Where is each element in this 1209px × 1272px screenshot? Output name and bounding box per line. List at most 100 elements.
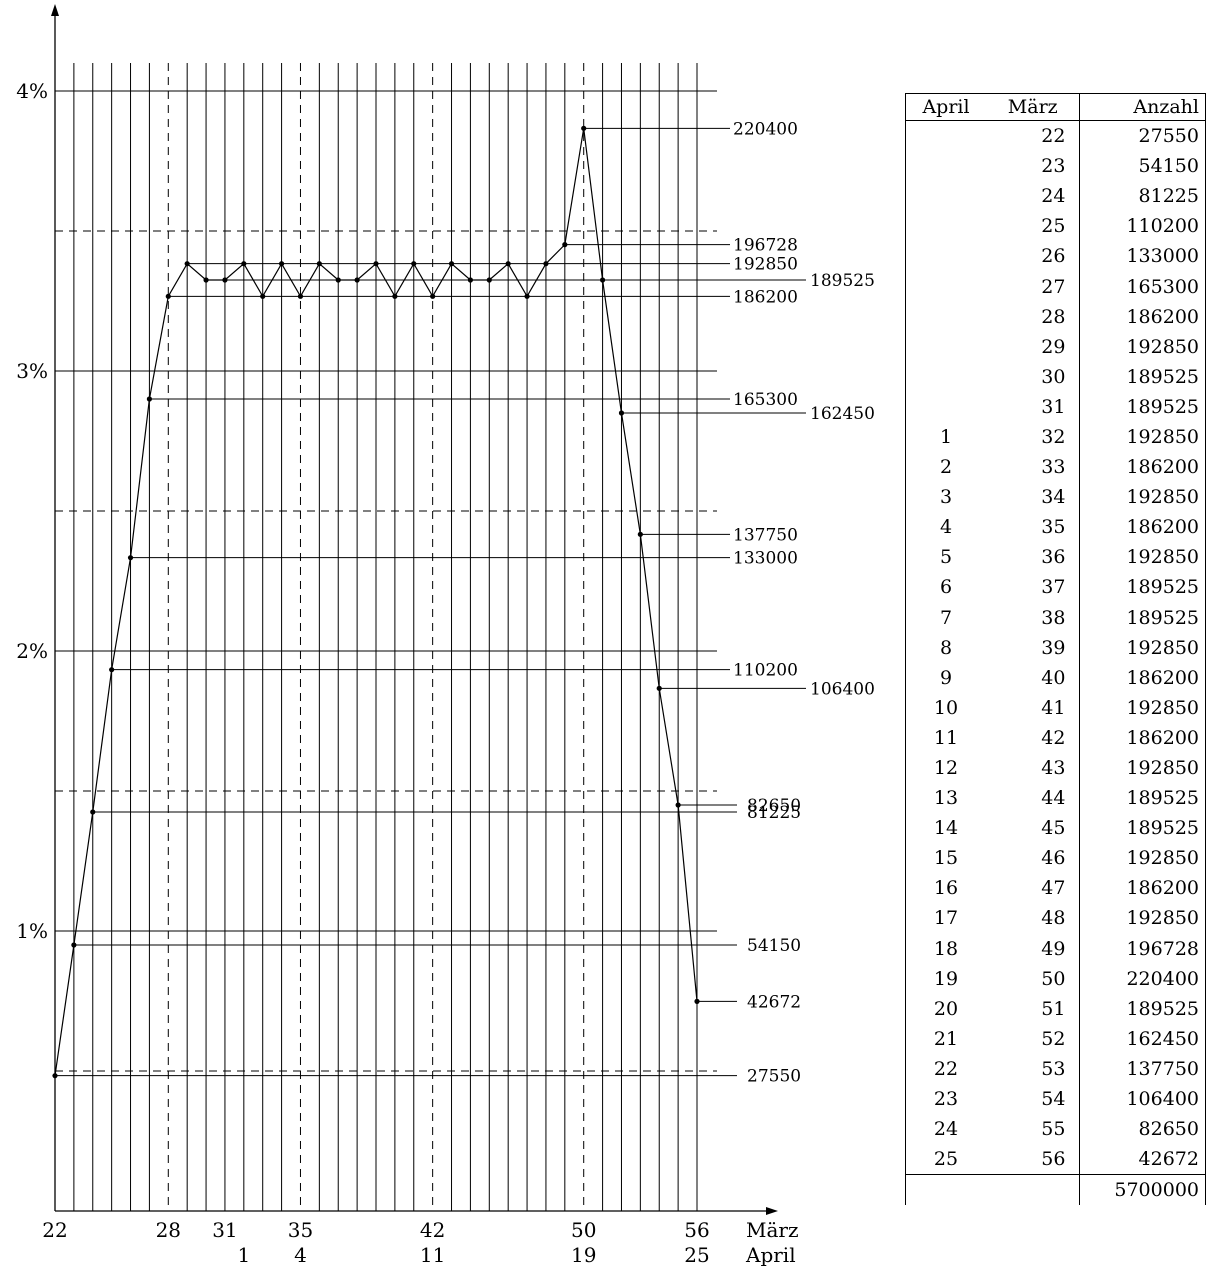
x-tick-label-maerz: 22: [42, 1218, 67, 1242]
table-row: 19 50 220400: [905, 963, 1206, 994]
cell-maerz: 54: [1041, 1088, 1066, 1111]
table-row: 23 54 106400: [905, 1084, 1206, 1115]
cell-maerz: 37: [1041, 576, 1066, 599]
data-point: [505, 261, 511, 267]
cell-april: [905, 151, 987, 182]
table-row: 30 189525: [905, 361, 1206, 392]
value-label: 165300: [733, 390, 798, 410]
data-point: [448, 261, 455, 267]
value-label: 186200: [733, 287, 798, 307]
cell-anzahl: 192850: [1079, 421, 1206, 453]
total-maerz-cell: [986, 1174, 1080, 1206]
cell-maerz: 51: [1041, 997, 1066, 1020]
data-point: [90, 809, 96, 815]
header-maerz: März: [986, 93, 1080, 121]
cell-anzahl: 82650: [1079, 1114, 1206, 1145]
cell-maerz: 33: [1041, 456, 1066, 479]
table-row: 25 110200: [905, 211, 1206, 242]
cell-maerz: 45: [1041, 817, 1066, 840]
table-row: 15 46 192850: [905, 843, 1206, 874]
data-point: [618, 410, 625, 416]
data-point: [71, 942, 77, 948]
data-point: [165, 293, 171, 299]
cell-april: 10: [905, 692, 987, 723]
cell-maerz: 30: [1041, 365, 1066, 388]
data-point: [599, 277, 606, 283]
x-tick-label-maerz: 50: [571, 1218, 596, 1242]
data-point: [354, 277, 360, 283]
cell-maerz: 42: [1041, 726, 1066, 749]
cell-anzahl: 192850: [1079, 331, 1206, 362]
value-label: 27550: [747, 1067, 801, 1087]
cell-anzahl: 162450: [1079, 1023, 1206, 1054]
table-row: 18 49 196728: [905, 933, 1206, 964]
data-point: [675, 802, 681, 808]
y-tick-label: 2%: [16, 639, 48, 663]
data-point: [543, 261, 549, 267]
table-row: 13 44 189525: [905, 783, 1206, 814]
value-label: 162450: [810, 404, 875, 424]
cell-april: 22: [905, 1053, 987, 1084]
cell-maerz: 34: [1041, 486, 1066, 509]
cell-maerz: 23: [1041, 155, 1066, 178]
cell-maerz: 48: [1041, 907, 1066, 930]
table-row: 7 38 189525: [905, 602, 1206, 633]
cell-april: [905, 301, 987, 332]
data-point: [109, 667, 115, 673]
table-row: 3 34 192850: [905, 482, 1206, 513]
cell-maerz: 41: [1041, 696, 1066, 719]
x-tick-label-april: 1: [237, 1243, 250, 1267]
data-point: [486, 277, 492, 283]
cell-anzahl: 186200: [1079, 301, 1206, 332]
data-point: [222, 277, 228, 283]
data-point: [335, 277, 341, 283]
x-tick-label-april: 4: [294, 1243, 307, 1267]
cell-anzahl: 186200: [1079, 873, 1206, 904]
cell-april: [905, 331, 987, 362]
value-label: 196728: [733, 236, 798, 256]
table-row: 8 39 192850: [905, 632, 1206, 663]
cell-april: 14: [905, 813, 987, 844]
value-label: 82650: [747, 796, 801, 816]
cell-anzahl: 192850: [1079, 542, 1206, 573]
cell-anzahl: 189525: [1079, 813, 1206, 844]
cell-maerz: 40: [1041, 666, 1066, 689]
cell-anzahl: 54150: [1079, 151, 1206, 182]
table-row: 27 165300: [905, 271, 1206, 302]
cell-maerz: 46: [1041, 847, 1066, 870]
cell-anzahl: 137750: [1079, 1053, 1206, 1084]
cell-april: 20: [905, 993, 987, 1024]
data-point: [467, 277, 474, 283]
table-row: 20 51 189525: [905, 993, 1206, 1024]
cell-anzahl: 189525: [1079, 783, 1206, 814]
cell-april: [905, 211, 987, 242]
table-header-row: April März Anzahl: [905, 93, 1206, 121]
value-label: 137750: [733, 525, 798, 545]
cell-maerz: 22: [1041, 125, 1066, 148]
table-row: 22 27550: [905, 120, 1206, 152]
x-tick-label-maerz: 35: [288, 1218, 313, 1242]
cell-anzahl: 192850: [1079, 632, 1206, 663]
cell-maerz: 50: [1041, 967, 1066, 990]
header-anzahl: Anzahl: [1079, 93, 1206, 121]
cell-april: 5: [905, 542, 987, 573]
cell-anzahl: 192850: [1079, 903, 1206, 934]
data-point: [562, 242, 568, 248]
x-tick-label-april: 25: [684, 1243, 709, 1267]
value-label: 106400: [810, 679, 875, 699]
cell-anzahl: 196728: [1079, 933, 1206, 964]
cell-april: 25: [905, 1144, 987, 1175]
cell-april: 1: [905, 421, 987, 453]
data-point: [373, 261, 379, 267]
axes: [51, 4, 778, 1215]
x-tick-label-maerz: 28: [156, 1218, 181, 1242]
cell-april: [905, 271, 987, 302]
cell-maerz: 26: [1041, 245, 1066, 268]
cell-anzahl: 186200: [1079, 512, 1206, 543]
table-row: 1 32 192850: [905, 421, 1206, 453]
cell-april: 11: [905, 722, 987, 753]
table-row: 4 35 186200: [905, 512, 1206, 543]
cell-april: 17: [905, 903, 987, 934]
cell-april: 13: [905, 783, 987, 814]
cell-maerz: 24: [1041, 185, 1066, 208]
